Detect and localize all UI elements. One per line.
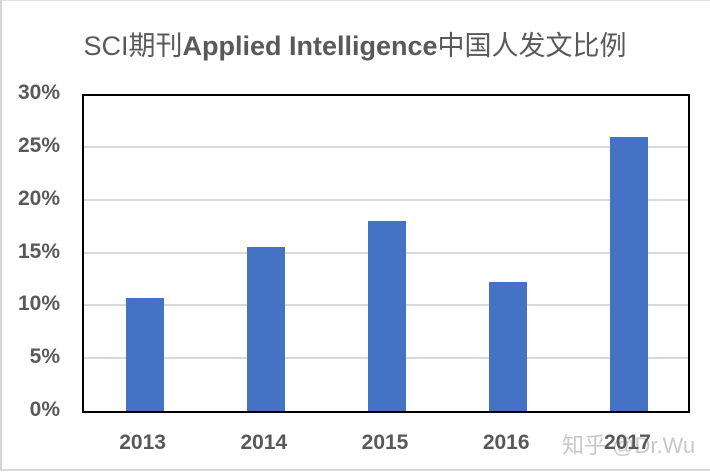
x-tick-label: 2016	[482, 431, 530, 454]
gridline	[84, 145, 688, 148]
y-tick-label: 20%	[17, 186, 60, 210]
bar-2013	[125, 297, 164, 411]
y-tick-label: 15%	[17, 239, 60, 263]
y-tick-label: 25%	[17, 133, 60, 157]
y-tick-label: 5%	[29, 345, 60, 369]
plot-area	[82, 94, 690, 413]
x-tick-label: 2013	[119, 431, 166, 454]
chart-title: SCI期刊Applied Intelligence中国人发文比例	[0, 24, 710, 63]
bar-2015	[368, 220, 406, 411]
title-suffix: 中国人发文比例	[437, 31, 627, 61]
title-journal: Applied Intelligence	[182, 31, 438, 61]
y-tick-label: 10%	[17, 292, 60, 316]
bar-2017	[610, 137, 649, 411]
x-tick-label: 2014	[240, 431, 288, 454]
gridline	[84, 198, 688, 201]
bar-2014	[246, 247, 285, 411]
x-tick-label: 2017	[604, 431, 651, 454]
title-prefix: SCI期刊	[83, 31, 183, 61]
y-tick-label: 30%	[17, 81, 60, 104]
watermark: 知乎 @Dr.Wu	[562, 433, 696, 458]
x-tick-label: 2015	[361, 431, 409, 454]
y-tick-label: 0%	[29, 398, 60, 421]
bar-2016	[489, 282, 528, 411]
